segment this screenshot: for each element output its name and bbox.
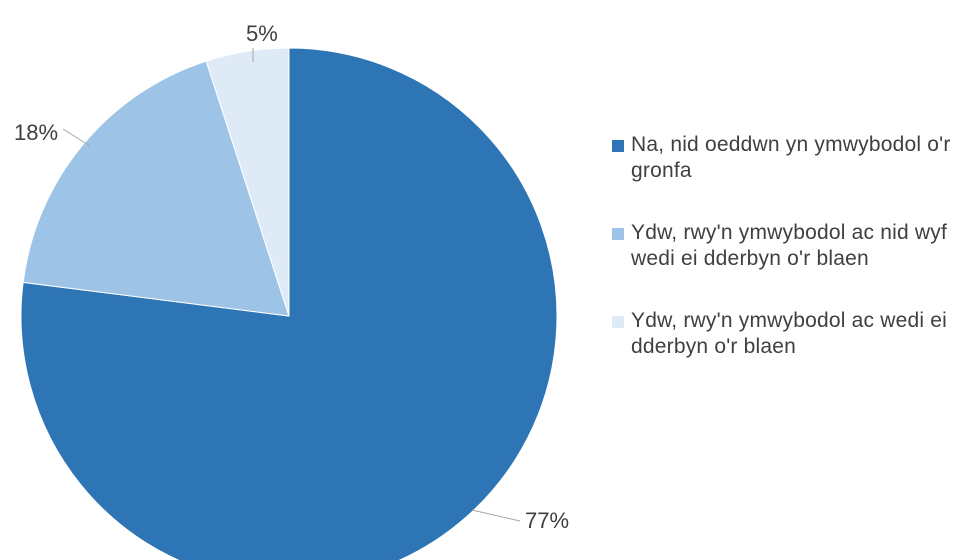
leader-lines [62,48,521,522]
legend-label-slice-3: Ydw, rwy'n ymwybodol ac wedi ei dderbyn … [631,309,948,358]
data-labels: 77% 18% 5% [14,21,569,533]
legend-label-slice-1: Na, nid oeddwn yn ymwybodol o'r gronfa [631,133,951,182]
pie-slices [20,47,558,560]
leader-line-slice-2 [62,128,91,147]
data-label-slice-3: 5% [246,21,278,46]
data-label-slice-1: 77% [525,508,569,533]
legend-swatch-slice-3 [612,316,624,328]
legend: Na, nid oeddwn yn ymwybodol o'r gronfa Y… [612,132,972,360]
legend-swatch-slice-2 [612,228,624,240]
legend-item-slice-2: Ydw, rwy'n ymwybodol ac nid wyf wedi ei … [612,220,972,272]
data-label-slice-2: 18% [14,120,58,145]
pie-slice-2 [22,60,290,317]
pie-slice-3 [205,47,290,317]
legend-swatch-slice-1 [612,140,624,152]
legend-item-slice-1: Na, nid oeddwn yn ymwybodol o'r gronfa [612,132,972,184]
legend-label-slice-2: Ydw, rwy'n ymwybodol ac nid wyf wedi ei … [631,221,947,270]
legend-item-slice-3: Ydw, rwy'n ymwybodol ac wedi ei dderbyn … [612,308,972,360]
leader-line-slice-1 [471,509,521,522]
